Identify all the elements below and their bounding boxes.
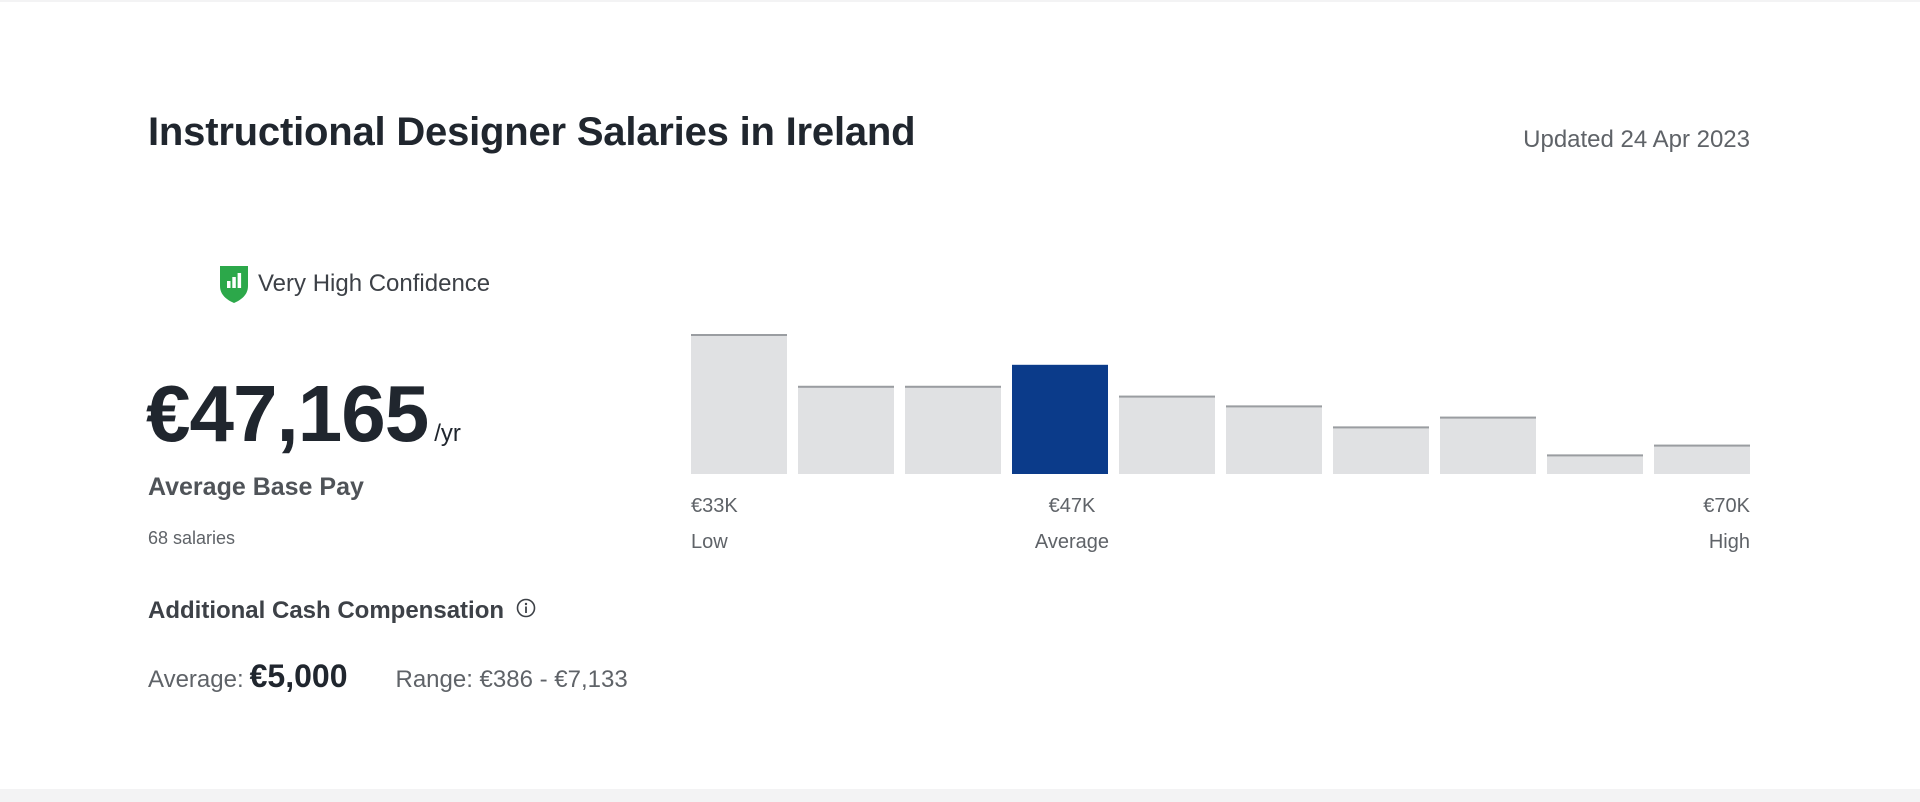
page-footer-strip (0, 789, 1920, 802)
additional-average-label: Average: (148, 666, 244, 693)
histogram-bar (691, 334, 787, 474)
histogram-bar (1119, 395, 1215, 474)
axis-low: €33K Low (691, 492, 738, 564)
axis-low-value: €33K (691, 495, 738, 517)
axis-average-label: Average (1034, 531, 1110, 553)
histogram-bar (1226, 405, 1322, 474)
average-base-pay: €47,165 /yr (146, 368, 461, 460)
histogram-bar (905, 385, 1001, 474)
salary-value: €47,165 (146, 369, 429, 458)
histogram-bar-top (691, 334, 787, 336)
histogram-bar-top (1440, 416, 1536, 419)
histogram-bar-top (1226, 405, 1322, 408)
additional-range: Range: €386 - €7,133 (395, 666, 628, 693)
histogram-bar-top (798, 385, 894, 388)
axis-high-label: High (1708, 531, 1750, 553)
histogram-bar-top (1547, 454, 1643, 457)
histogram-bar-top (1333, 426, 1429, 429)
histogram-bar-top (1654, 444, 1750, 447)
updated-date: Updated 24 Apr 2023 (1523, 126, 1750, 153)
page-title: Instructional Designer Salaries in Irela… (148, 110, 916, 154)
histogram-bar-average (1012, 364, 1108, 474)
axis-high: €70K High (1703, 492, 1750, 564)
confidence-label: Very High Confidence (258, 270, 491, 297)
histogram-axis: €33K Low €47K Average €70K High (691, 492, 1750, 553)
base-pay-label: Average Base Pay (148, 473, 364, 501)
axis-average: €47K Average (1024, 492, 1120, 564)
axis-average-value: €47K (1048, 495, 1096, 517)
salary-count: 68 salaries (148, 528, 236, 548)
additional-cash-heading: Additional Cash Compensation (148, 597, 536, 625)
histogram-bar (1440, 416, 1536, 474)
salary-period: /yr (434, 420, 461, 447)
histogram-bar (1654, 444, 1750, 474)
shield-bars-icon (220, 266, 248, 303)
additional-cash-values: Average: €5,000 Range: €386 - €7,133 (148, 658, 628, 695)
info-icon[interactable] (516, 598, 536, 618)
confidence-badge: Very High Confidence (218, 264, 490, 304)
histogram-bar (1333, 426, 1429, 474)
histogram-bar-top (905, 385, 1001, 388)
histogram-bar (1547, 454, 1643, 474)
histogram-bar (798, 385, 894, 474)
salary-histogram (691, 334, 1750, 474)
additional-average-value: €5,000 (249, 658, 348, 694)
axis-high-value: €70K (1703, 495, 1750, 517)
axis-low-label: Low (691, 531, 728, 553)
additional-cash-label: Additional Cash Compensation (148, 597, 505, 624)
histogram-bar-top (1119, 395, 1215, 398)
